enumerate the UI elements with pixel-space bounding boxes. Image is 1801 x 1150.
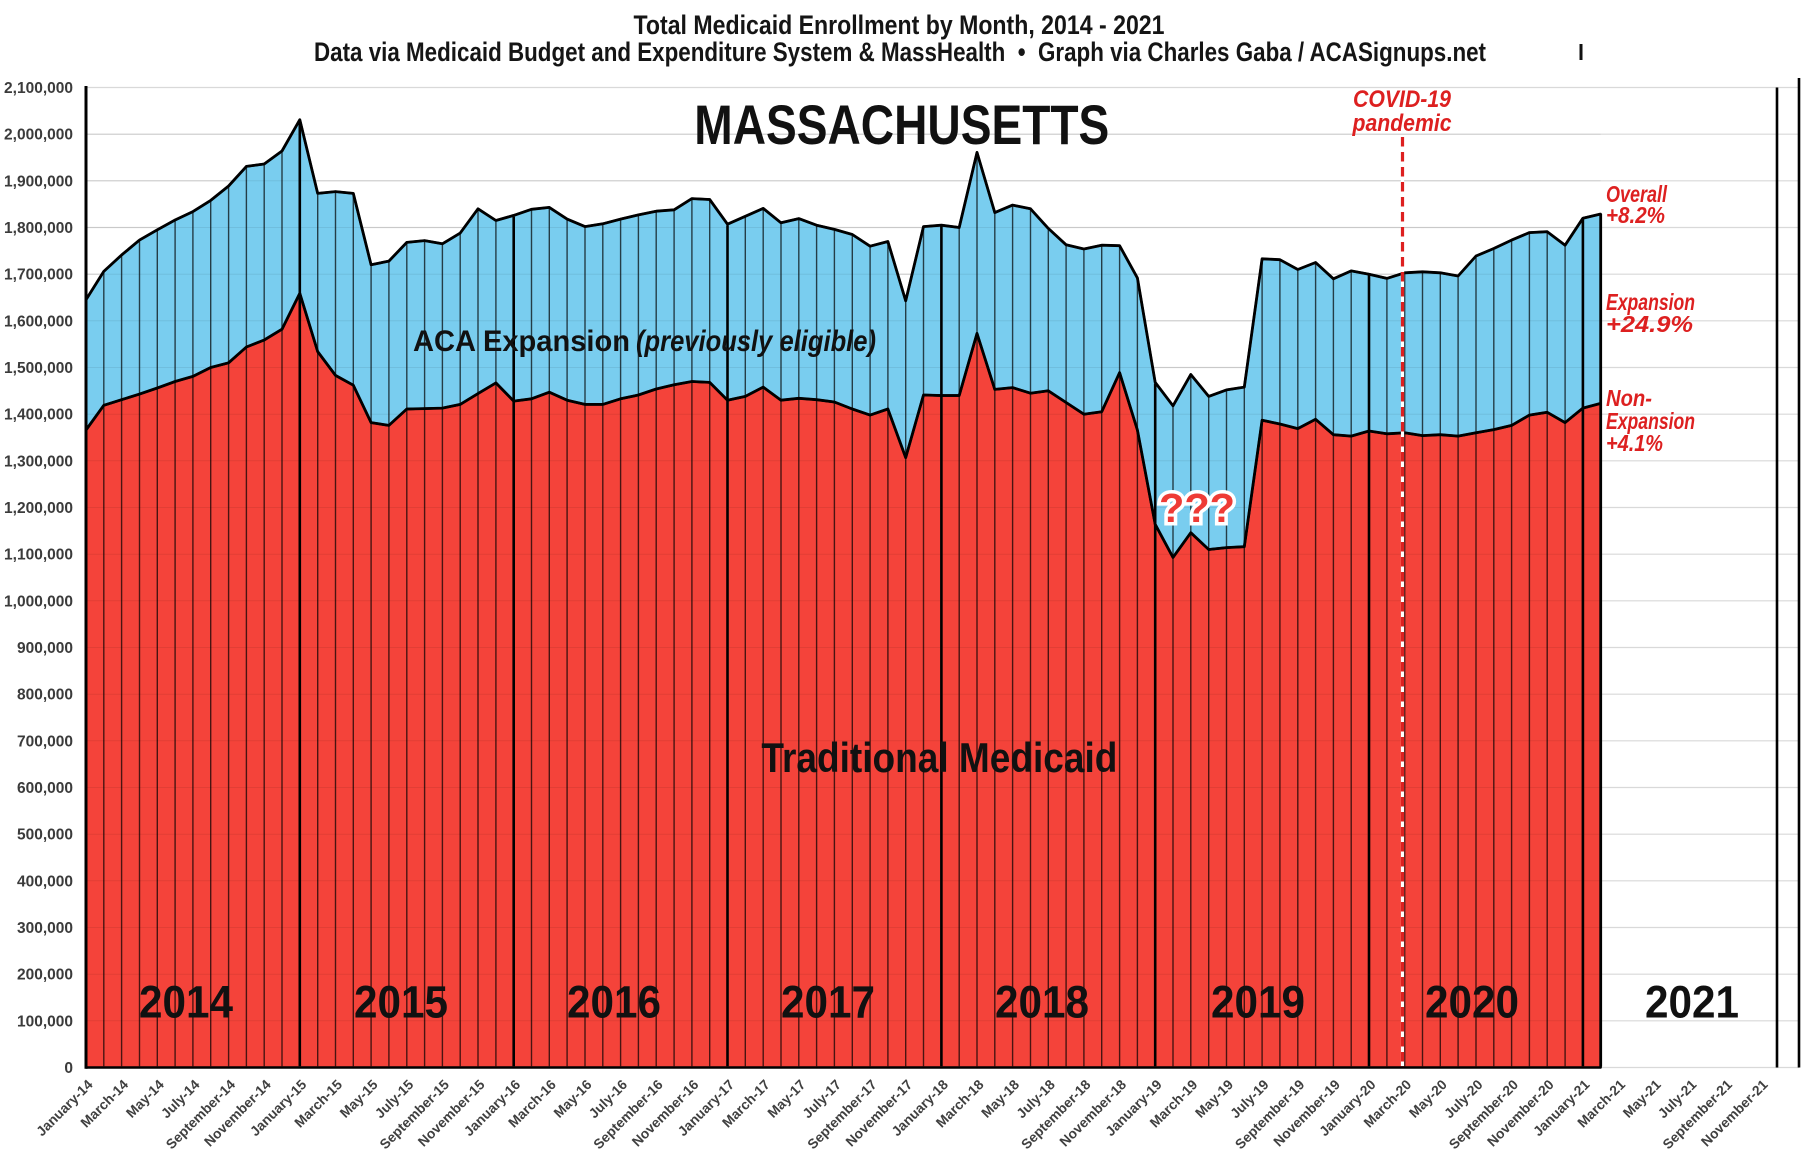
- svg-text:Non-: Non-: [1606, 385, 1652, 411]
- svg-text:+8.2%: +8.2%: [1606, 202, 1665, 228]
- svg-text:2,100,000: 2,100,000: [4, 80, 73, 97]
- svg-text:2019: 2019: [1211, 977, 1305, 1028]
- svg-text:Data via Medicaid Budget and E: Data via Medicaid Budget and Expenditure…: [314, 37, 1486, 67]
- svg-text:2017: 2017: [781, 977, 875, 1028]
- svg-text:2020: 2020: [1425, 977, 1519, 1028]
- svg-text:400,000: 400,000: [17, 873, 73, 890]
- svg-text:700,000: 700,000: [17, 733, 73, 750]
- svg-text:100,000: 100,000: [17, 1013, 73, 1030]
- svg-text:1,700,000: 1,700,000: [4, 267, 73, 284]
- svg-text:2018: 2018: [995, 977, 1089, 1028]
- svg-text:2,000,000: 2,000,000: [4, 127, 73, 144]
- svg-text:2016: 2016: [567, 977, 661, 1028]
- svg-text:1,500,000: 1,500,000: [4, 360, 73, 377]
- svg-text:0: 0: [64, 1060, 73, 1077]
- svg-text:+4.1%: +4.1%: [1606, 430, 1663, 456]
- svg-text:2015: 2015: [354, 977, 448, 1028]
- svg-text:2021: 2021: [1645, 977, 1739, 1028]
- svg-text:300,000: 300,000: [17, 920, 73, 937]
- svg-text:1,600,000: 1,600,000: [4, 313, 73, 330]
- svg-text:1,100,000: 1,100,000: [4, 547, 73, 564]
- svg-text:1,900,000: 1,900,000: [4, 173, 73, 190]
- svg-text:MASSACHUSETTS: MASSACHUSETTS: [694, 93, 1109, 156]
- svg-text:1,200,000: 1,200,000: [4, 500, 73, 517]
- svg-text:Total Medicaid Enrollment by M: Total Medicaid Enrollment by Month, 2014…: [634, 10, 1165, 40]
- svg-text:800,000: 800,000: [17, 687, 73, 704]
- svg-text:2014: 2014: [139, 977, 233, 1028]
- svg-text:+24.9%: +24.9%: [1606, 311, 1693, 337]
- svg-text:Expansion: Expansion: [1606, 408, 1695, 434]
- svg-text:pandemic: pandemic: [1352, 110, 1452, 137]
- svg-text:Expansion: Expansion: [1606, 289, 1695, 315]
- svg-text:500,000: 500,000: [17, 827, 73, 844]
- svg-text:200,000: 200,000: [17, 967, 73, 984]
- svg-text:1,800,000: 1,800,000: [4, 220, 73, 237]
- svg-text:600,000: 600,000: [17, 780, 73, 797]
- svg-text:900,000: 900,000: [17, 640, 73, 657]
- svg-text:(previously eligible): (previously eligible): [636, 325, 876, 358]
- svg-text:1,400,000: 1,400,000: [4, 407, 73, 424]
- svg-text:Traditional Medicaid: Traditional Medicaid: [761, 734, 1117, 781]
- svg-text:Overall: Overall: [1606, 181, 1667, 207]
- svg-text:COVID-19: COVID-19: [1353, 86, 1452, 113]
- svg-text:1,300,000: 1,300,000: [4, 453, 73, 470]
- svg-text:ACA Expansion: ACA Expansion: [413, 325, 630, 358]
- svg-text:1,000,000: 1,000,000: [4, 593, 73, 610]
- svg-text:???: ???: [1159, 485, 1235, 531]
